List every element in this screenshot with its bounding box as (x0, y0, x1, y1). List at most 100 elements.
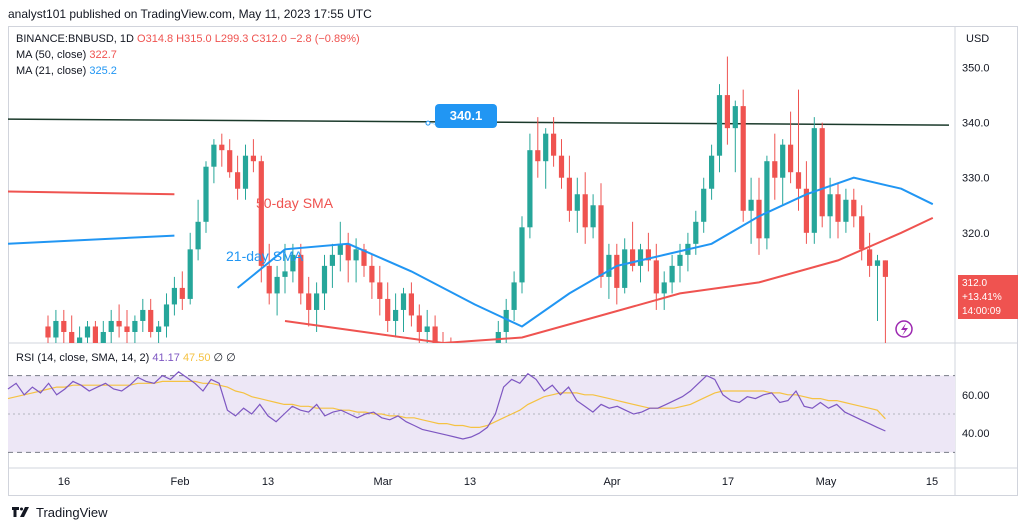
candle-body (298, 254, 304, 294)
level-callout[interactable]: 340.1 (435, 104, 497, 128)
candle-body (606, 254, 612, 277)
candle-body (527, 150, 533, 228)
candle-body (590, 205, 596, 228)
sma21-annotation[interactable]: 21-day SMA (226, 248, 304, 264)
time-tick-label: Feb (171, 476, 190, 488)
time-tick-label: 17 (722, 476, 734, 488)
candle-body (732, 106, 738, 129)
rsi-band (8, 375, 955, 453)
candle-body (84, 326, 91, 338)
candle-body (519, 227, 525, 283)
candle-body (92, 326, 98, 343)
candle-body (574, 194, 580, 211)
candle-body (132, 320, 138, 332)
candle-body (100, 331, 106, 343)
candle-body (148, 309, 154, 332)
footer-brand[interactable]: TradingView (12, 505, 108, 520)
candle-body (653, 260, 659, 294)
candle-body (645, 249, 651, 261)
chart-frame (8, 26, 1018, 496)
time-tick-label: Mar (374, 476, 393, 488)
price-tick-label: 320.0 (962, 228, 990, 240)
candle-body (843, 199, 849, 222)
candle-body (321, 265, 328, 294)
candle-body (211, 144, 217, 167)
candle-body (385, 298, 391, 321)
last-price-tag: 312.0 +13.41% 14:00:09 (958, 275, 1018, 319)
candle-body (614, 254, 620, 288)
price-change: +13.41% (962, 292, 1002, 303)
ma50-legend[interactable]: MA (50, close) 322.7 (16, 48, 117, 63)
candle-body (345, 243, 351, 261)
rsi-tick-label: 60.00 (962, 390, 990, 402)
candle-body (488, 354, 493, 376)
candle-body (45, 326, 51, 338)
candle-body (669, 265, 675, 283)
candle-body (329, 254, 335, 266)
candle-body (859, 216, 865, 250)
callout-anchor (425, 120, 431, 126)
candle-body (171, 287, 177, 305)
candle-body (867, 249, 873, 266)
candle-body (882, 260, 888, 277)
candle-body (124, 326, 130, 332)
candle-body (535, 150, 541, 162)
candle-body (266, 265, 272, 294)
tradingview-logo-icon (12, 506, 29, 517)
candle-body (393, 309, 399, 321)
currency-label[interactable]: USD (966, 33, 990, 45)
candle-body (511, 282, 517, 310)
symbol-label[interactable]: BINANCE:BNBUSD, 1D (16, 33, 134, 45)
candle-body (803, 188, 809, 233)
rsi-legend[interactable]: RSI (14, close, SMA, 14, 2) 41.17 47.50 … (16, 351, 236, 366)
candle-body (353, 249, 359, 261)
candle-body (408, 293, 414, 316)
rsi-sma-value: 47.50 (182, 352, 211, 364)
candle-body (290, 254, 296, 272)
rsi-line (7, 371, 886, 440)
last-price: 312.0 (962, 278, 988, 289)
candle-body (235, 172, 241, 189)
sma50-annotation[interactable]: 50-day SMA (256, 195, 334, 211)
candle-body (598, 205, 604, 277)
candle-body (780, 144, 786, 178)
candle-body (724, 95, 730, 129)
time-tick-label: 15 (926, 476, 938, 488)
candle-body (140, 309, 146, 321)
lightning-bolt-icon (901, 323, 908, 336)
time-tick-label: 13 (464, 476, 476, 488)
rsi-extra: ∅ ∅ (213, 352, 236, 364)
candle-body (772, 161, 778, 178)
candle-body (788, 144, 794, 173)
candle-body (274, 276, 280, 294)
candle-body (179, 287, 185, 299)
bar-countdown: 14:00:09 (962, 306, 1001, 317)
candle-body (637, 249, 644, 266)
candle-body (448, 360, 453, 371)
ma21-legend[interactable]: MA (21, close) 325.2 (16, 64, 117, 79)
candle-body (456, 365, 461, 371)
candle-body (416, 315, 422, 332)
candle-body (250, 155, 256, 162)
candle-body (314, 293, 320, 310)
candle-body (227, 150, 233, 173)
candle-body (306, 293, 312, 310)
candle-body (543, 133, 549, 162)
price-tick-label: 340.0 (962, 118, 990, 130)
rsi-label: RSI (14, close, SMA, 14, 2) (16, 352, 150, 364)
rsi-tick-label: 40.00 (962, 428, 990, 440)
time-tick-label: 16 (58, 476, 70, 488)
candle-body (795, 172, 802, 189)
candle-body (203, 166, 209, 222)
candle-body (219, 144, 225, 151)
candle-body (61, 320, 67, 332)
candle-body (377, 282, 383, 299)
candle-body (551, 133, 557, 156)
ohlc-values: O314.8 H315.0 L299.3 C312.0 −2.8 (−0.89%… (137, 33, 360, 45)
ma50-line (284, 216, 934, 343)
candle-body (337, 243, 343, 255)
candle-body (566, 177, 572, 211)
ma50-line-left (8, 190, 175, 196)
candle-body (195, 221, 201, 250)
